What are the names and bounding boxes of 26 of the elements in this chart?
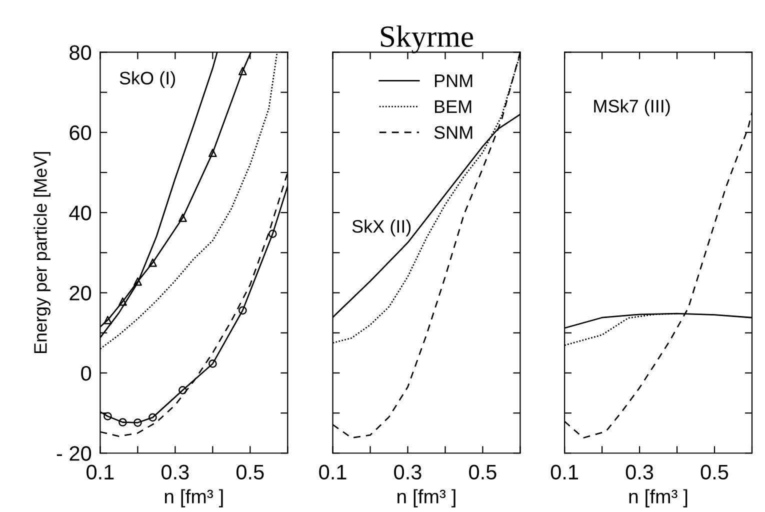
x-tick-label: 0.1 xyxy=(86,464,114,480)
legend-label: BEM xyxy=(434,100,472,113)
chart-title: Skyrme xyxy=(381,25,473,54)
annotation: MSk7 (III) xyxy=(594,99,670,116)
x-tick-label: 0.3 xyxy=(162,464,189,480)
y-tick-label: 40 xyxy=(69,206,92,220)
annotation: SkO (I) xyxy=(120,71,176,88)
x-tick-label: 0.3 xyxy=(626,464,654,480)
y-tick-label: - 20 xyxy=(56,446,92,461)
x-tick-label: 0.1 xyxy=(550,464,578,480)
x-axis-title: n [fm³ ] xyxy=(164,489,223,508)
y-axis-title: Energy per particle [MeV] xyxy=(34,152,50,354)
x-axis-title: n [fm³ ] xyxy=(398,489,456,508)
x-tick-label: 0.1 xyxy=(319,464,346,480)
y-tick-label: 0 xyxy=(81,366,92,381)
x-tick-label: 0.5 xyxy=(469,464,496,480)
legend-label: PNM xyxy=(434,74,472,87)
x-axis-title: n [fm³ ] xyxy=(629,489,688,508)
y-tick-label: 20 xyxy=(70,286,92,301)
x-tick-label: 0.5 xyxy=(236,464,264,480)
y-tick-label: 60 xyxy=(70,125,92,140)
legend-label: SNM xyxy=(434,126,472,139)
y-tick-label: 80 xyxy=(70,45,92,60)
x-tick-label: 0.3 xyxy=(394,464,422,480)
x-tick-label: 0.5 xyxy=(700,464,728,480)
annotation: SkX (II) xyxy=(352,220,411,236)
